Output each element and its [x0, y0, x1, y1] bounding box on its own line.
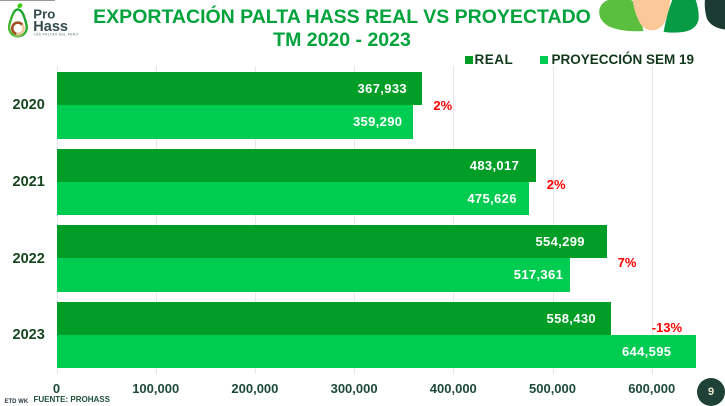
svg-text:Pro: Pro [33, 7, 55, 22]
svg-text:LAS PALTAS DEL PERU: LAS PALTAS DEL PERU [34, 33, 79, 37]
svg-text:Hass: Hass [33, 19, 68, 35]
